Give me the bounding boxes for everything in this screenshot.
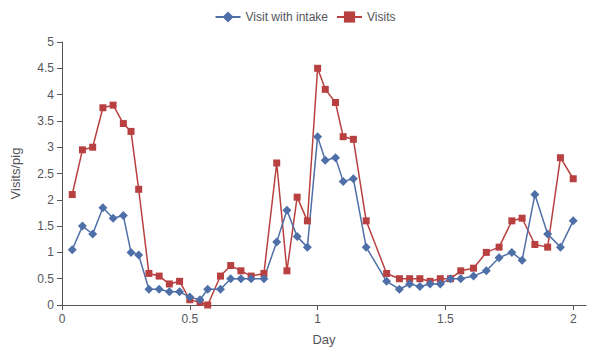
svg-text:Visits: Visits (367, 10, 395, 24)
svg-text:Visits/pig: Visits/pig (8, 148, 23, 200)
svg-text:0.5: 0.5 (181, 312, 198, 326)
svg-text:5: 5 (47, 35, 54, 49)
svg-text:1.5: 1.5 (437, 312, 454, 326)
svg-text:Day: Day (312, 332, 336, 347)
svg-text:1: 1 (47, 245, 54, 259)
svg-text:1.5: 1.5 (37, 219, 54, 233)
svg-text:2: 2 (570, 312, 577, 326)
svg-text:2.5: 2.5 (37, 167, 54, 181)
svg-text:3.5: 3.5 (37, 114, 54, 128)
svg-text:0: 0 (47, 298, 54, 312)
svg-text:4.5: 4.5 (37, 61, 54, 75)
svg-text:4: 4 (47, 88, 54, 102)
svg-text:2: 2 (47, 193, 54, 207)
svg-text:1: 1 (314, 312, 321, 326)
svg-text:Visit with intake: Visit with intake (246, 10, 329, 24)
svg-text:3: 3 (47, 140, 54, 154)
svg-text:0: 0 (59, 312, 66, 326)
svg-text:0.5: 0.5 (37, 272, 54, 286)
